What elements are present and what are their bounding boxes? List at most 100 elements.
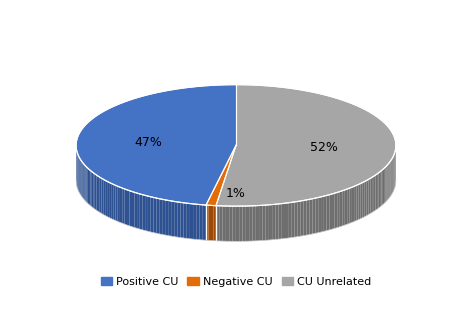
Polygon shape (80, 159, 81, 195)
Polygon shape (101, 178, 103, 214)
Polygon shape (159, 199, 162, 234)
Polygon shape (93, 173, 95, 209)
Polygon shape (297, 201, 301, 237)
Polygon shape (216, 85, 396, 206)
Polygon shape (367, 179, 369, 216)
Polygon shape (342, 190, 345, 226)
Polygon shape (96, 175, 98, 211)
Polygon shape (256, 205, 259, 241)
Polygon shape (77, 154, 78, 190)
Polygon shape (327, 195, 329, 231)
Polygon shape (174, 202, 177, 237)
Polygon shape (288, 203, 291, 238)
Polygon shape (135, 192, 137, 228)
Polygon shape (350, 187, 352, 223)
Legend: Positive CU, Negative CU, CU Unrelated: Positive CU, Negative CU, CU Unrelated (96, 273, 376, 292)
Polygon shape (318, 197, 321, 233)
Polygon shape (332, 193, 335, 229)
Polygon shape (137, 193, 140, 229)
Polygon shape (111, 183, 113, 219)
Polygon shape (84, 165, 85, 201)
Polygon shape (86, 167, 88, 203)
Polygon shape (312, 198, 315, 234)
Polygon shape (384, 167, 385, 204)
Polygon shape (226, 206, 229, 241)
Polygon shape (206, 145, 236, 206)
Polygon shape (393, 155, 394, 191)
Polygon shape (295, 202, 297, 237)
Polygon shape (206, 205, 209, 240)
Polygon shape (361, 183, 362, 219)
Polygon shape (278, 204, 282, 239)
Polygon shape (389, 161, 390, 197)
Polygon shape (374, 175, 376, 211)
Polygon shape (347, 188, 350, 224)
Polygon shape (352, 186, 354, 222)
Polygon shape (113, 184, 116, 220)
Polygon shape (184, 203, 187, 238)
Polygon shape (82, 162, 83, 198)
Polygon shape (324, 196, 327, 231)
Polygon shape (285, 203, 288, 238)
Polygon shape (236, 206, 239, 241)
Polygon shape (171, 201, 174, 237)
Polygon shape (95, 174, 96, 210)
Polygon shape (243, 206, 246, 241)
Polygon shape (109, 183, 111, 218)
Text: 47%: 47% (135, 136, 162, 149)
Polygon shape (354, 185, 356, 222)
Polygon shape (193, 204, 196, 239)
Polygon shape (180, 202, 184, 238)
Polygon shape (127, 190, 129, 226)
Polygon shape (148, 196, 151, 232)
Polygon shape (306, 199, 310, 235)
Polygon shape (377, 173, 379, 209)
Text: 1%: 1% (226, 187, 246, 200)
Polygon shape (211, 205, 213, 241)
Polygon shape (81, 160, 82, 196)
Polygon shape (301, 200, 303, 236)
Polygon shape (233, 206, 236, 241)
Polygon shape (390, 160, 391, 196)
Polygon shape (83, 163, 84, 200)
Polygon shape (371, 177, 372, 213)
Polygon shape (239, 206, 243, 241)
Polygon shape (246, 206, 249, 241)
Polygon shape (78, 156, 79, 192)
Polygon shape (266, 205, 269, 240)
Text: 52%: 52% (310, 141, 337, 154)
Polygon shape (120, 187, 122, 223)
Polygon shape (98, 176, 100, 212)
Polygon shape (223, 206, 226, 241)
Polygon shape (76, 85, 236, 205)
Polygon shape (365, 180, 367, 217)
Polygon shape (310, 199, 312, 235)
Polygon shape (391, 159, 392, 195)
Polygon shape (282, 203, 285, 239)
Polygon shape (143, 195, 145, 231)
Polygon shape (249, 206, 253, 241)
Polygon shape (116, 185, 118, 221)
Polygon shape (219, 206, 223, 241)
Polygon shape (100, 177, 101, 213)
Polygon shape (380, 170, 381, 207)
Polygon shape (153, 197, 156, 233)
Polygon shape (392, 157, 393, 194)
Polygon shape (90, 170, 92, 207)
Polygon shape (383, 168, 384, 204)
Polygon shape (129, 191, 132, 227)
Polygon shape (262, 205, 266, 240)
Polygon shape (362, 182, 365, 218)
Polygon shape (122, 188, 125, 224)
Polygon shape (162, 199, 165, 235)
Polygon shape (145, 195, 148, 231)
Polygon shape (269, 204, 272, 240)
Polygon shape (359, 183, 361, 220)
Polygon shape (125, 189, 127, 225)
Polygon shape (92, 172, 93, 208)
Polygon shape (132, 191, 135, 228)
Polygon shape (168, 200, 171, 236)
Polygon shape (369, 178, 371, 215)
Polygon shape (105, 180, 107, 217)
Polygon shape (165, 200, 168, 236)
